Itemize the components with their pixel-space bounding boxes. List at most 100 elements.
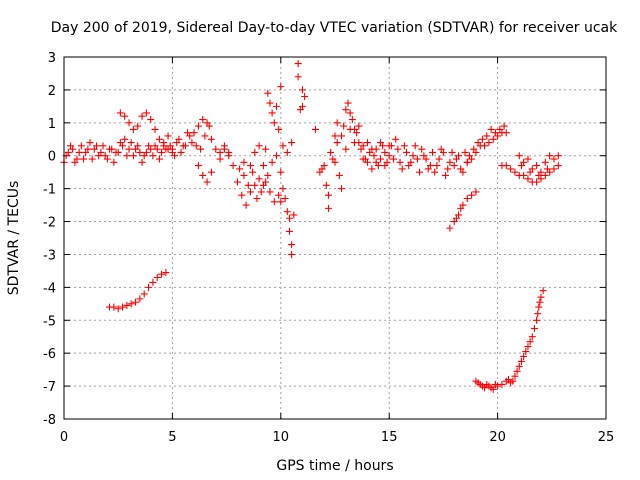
data-point bbox=[381, 148, 389, 156]
data-point bbox=[268, 158, 276, 166]
data-point bbox=[123, 152, 131, 160]
data-point bbox=[524, 155, 532, 163]
data-point bbox=[487, 125, 495, 133]
data-point bbox=[266, 188, 274, 196]
data-point bbox=[288, 241, 296, 249]
data-point bbox=[457, 204, 465, 212]
data-point bbox=[435, 155, 443, 163]
data-point bbox=[541, 158, 549, 166]
data-point bbox=[205, 122, 213, 130]
data-point bbox=[80, 155, 88, 163]
data-point bbox=[294, 73, 302, 81]
data-point bbox=[97, 148, 105, 156]
data-point bbox=[500, 122, 508, 130]
data-point bbox=[550, 165, 558, 173]
data-point bbox=[151, 125, 159, 133]
data-point bbox=[351, 139, 359, 147]
y-tick-label: -2 bbox=[43, 216, 56, 231]
data-point bbox=[372, 158, 380, 166]
data-point bbox=[194, 122, 202, 130]
data-point bbox=[377, 139, 385, 147]
data-point bbox=[524, 175, 532, 183]
data-point bbox=[474, 379, 482, 387]
data-point bbox=[359, 142, 367, 150]
data-point bbox=[246, 188, 254, 196]
data-point bbox=[281, 195, 289, 203]
x-tick-label: 10 bbox=[273, 430, 290, 445]
data-point bbox=[533, 162, 541, 170]
data-point bbox=[277, 168, 285, 176]
data-point bbox=[333, 139, 341, 147]
data-point bbox=[140, 152, 148, 160]
data-point bbox=[387, 142, 395, 150]
data-point bbox=[335, 171, 343, 179]
data-point bbox=[246, 162, 254, 170]
data-point bbox=[515, 362, 523, 370]
data-point bbox=[481, 142, 489, 150]
data-point bbox=[398, 165, 406, 173]
data-point bbox=[452, 155, 460, 163]
data-point bbox=[400, 142, 408, 150]
data-point bbox=[147, 116, 155, 124]
data-point bbox=[168, 148, 176, 156]
data-point bbox=[216, 155, 224, 163]
data-point bbox=[253, 195, 261, 203]
data-point bbox=[86, 139, 94, 147]
y-tick-label: -3 bbox=[43, 248, 56, 263]
data-point bbox=[145, 283, 153, 291]
x-tick-label: 0 bbox=[60, 430, 68, 445]
data-point bbox=[463, 158, 471, 166]
data-point bbox=[368, 165, 376, 173]
data-point bbox=[259, 162, 267, 170]
data-point bbox=[175, 135, 183, 143]
y-tick-label: -7 bbox=[43, 380, 56, 395]
data-point bbox=[543, 165, 551, 173]
data-point bbox=[190, 129, 198, 137]
data-point bbox=[463, 195, 471, 203]
data-point bbox=[494, 132, 502, 140]
data-point bbox=[251, 181, 259, 189]
data-point bbox=[534, 310, 542, 318]
data-point bbox=[298, 102, 306, 110]
data-point bbox=[536, 298, 544, 306]
data-point bbox=[385, 152, 393, 160]
data-point bbox=[396, 158, 404, 166]
data-point bbox=[264, 171, 272, 179]
data-point bbox=[212, 145, 220, 153]
data-point bbox=[242, 201, 250, 209]
data-point bbox=[283, 148, 291, 156]
data-point bbox=[288, 139, 296, 147]
data-point bbox=[270, 198, 278, 206]
data-point bbox=[140, 290, 148, 298]
data-point bbox=[199, 116, 207, 124]
y-axis-label: SDTVAR / TECUs bbox=[6, 181, 22, 296]
data-point bbox=[266, 99, 274, 107]
data-point bbox=[207, 135, 215, 143]
data-point bbox=[272, 102, 280, 110]
data-point bbox=[255, 142, 263, 150]
data-point bbox=[149, 152, 157, 160]
data-point bbox=[511, 168, 519, 176]
data-point bbox=[142, 109, 150, 117]
data-point bbox=[99, 142, 107, 150]
data-point bbox=[416, 168, 424, 176]
data-point bbox=[288, 250, 296, 258]
y-tick-label: -5 bbox=[43, 314, 56, 329]
chart-title: Day 200 of 2019, Sidereal Day-to-day VTE… bbox=[51, 20, 618, 36]
data-point bbox=[444, 165, 452, 173]
data-point bbox=[439, 148, 447, 156]
data-point bbox=[268, 109, 276, 117]
data-point bbox=[259, 181, 267, 189]
data-point bbox=[233, 178, 241, 186]
data-point bbox=[524, 343, 532, 351]
data-point bbox=[132, 298, 140, 306]
data-point bbox=[158, 148, 166, 156]
data-point bbox=[244, 181, 252, 189]
data-point bbox=[153, 145, 161, 153]
data-point bbox=[290, 211, 298, 219]
data-point bbox=[136, 295, 144, 303]
data-point bbox=[121, 135, 129, 143]
data-point bbox=[216, 148, 224, 156]
data-point bbox=[533, 178, 541, 186]
data-point bbox=[403, 148, 411, 156]
